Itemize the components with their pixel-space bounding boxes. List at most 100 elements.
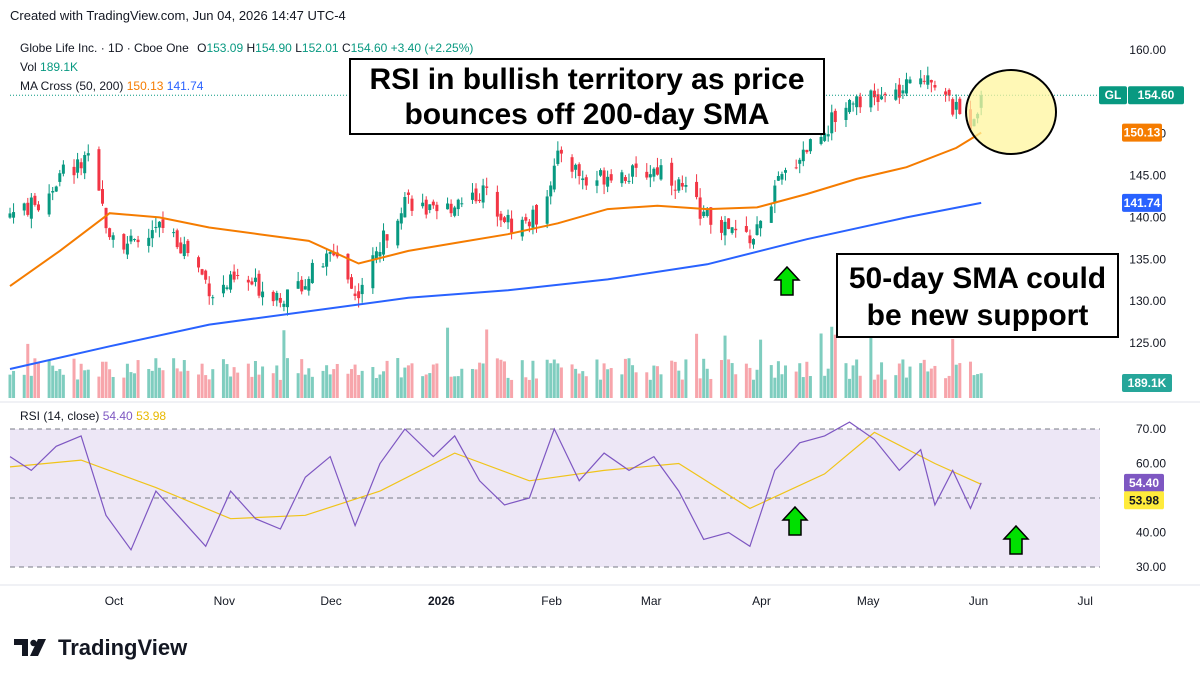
- ma50-badge-bg: [1122, 123, 1162, 142]
- rsi-legend-label[interactable]: RSI (14, close): [20, 409, 100, 423]
- volume-bar: [399, 377, 403, 398]
- legend-open-label: O: [197, 41, 207, 55]
- legend-open-value: 153.09: [206, 41, 244, 55]
- candle-body: [310, 262, 314, 284]
- volume-bar: [150, 370, 154, 398]
- volume-bar: [136, 360, 140, 398]
- volume-bar: [86, 369, 90, 398]
- volume-bar: [670, 360, 674, 398]
- candle-body: [396, 220, 400, 246]
- candle-body: [481, 185, 485, 203]
- volume-bar: [510, 379, 514, 398]
- volume-bar: [211, 369, 215, 398]
- legend-ma-label[interactable]: MA Cross (50, 200): [20, 79, 124, 93]
- price-axis-tick-label: 125.00: [1129, 336, 1166, 350]
- candle-body: [919, 78, 923, 85]
- volume-bar: [72, 358, 76, 398]
- tradingview-logo-icon: [14, 639, 46, 656]
- volume-bar: [659, 374, 663, 398]
- volume-bar: [282, 330, 286, 398]
- candle-body: [307, 278, 311, 291]
- volume-bar: [534, 378, 538, 398]
- candle-body: [869, 90, 873, 108]
- volume-bar: [976, 374, 980, 398]
- ma-line-layer: [9, 94, 1100, 370]
- candle-body: [527, 221, 531, 227]
- legend-low-label: L: [295, 41, 302, 55]
- candle-body: [872, 90, 876, 98]
- candle-body: [200, 269, 204, 275]
- volume-bar: [133, 373, 137, 398]
- volume-badge: 189.1K: [1128, 376, 1167, 390]
- time-axis-tick-label: Jul: [1078, 594, 1093, 608]
- candle-body: [79, 162, 83, 169]
- volume-bar: [250, 376, 254, 398]
- candle-body: [631, 165, 635, 177]
- volume-bar: [506, 377, 510, 398]
- volume-bar: [100, 361, 104, 398]
- candle-body: [559, 149, 563, 154]
- volume-bar: [502, 361, 506, 398]
- time-axis-tick-label: Oct: [105, 594, 124, 608]
- volume-bar: [698, 378, 702, 398]
- volume-bar: [61, 374, 65, 398]
- axis-layer: 160.00155.00150.00145.00140.00135.00130.…: [105, 43, 1167, 608]
- candle-body: [285, 289, 289, 308]
- candle-body: [371, 255, 375, 289]
- candle-body: [353, 293, 357, 296]
- volume-bar: [751, 379, 755, 398]
- volume-bar: [869, 327, 873, 398]
- candle-body: [147, 237, 151, 246]
- volume-bar: [182, 360, 186, 398]
- volume-bar: [794, 371, 798, 398]
- legend-change: +3.40 (+2.25%): [390, 41, 474, 55]
- volume-bar: [730, 363, 734, 398]
- candle-body: [680, 183, 684, 187]
- candle-body: [502, 217, 506, 223]
- volume-bar: [307, 368, 311, 398]
- volume-bar: [922, 359, 926, 398]
- volume-bar: [926, 371, 930, 398]
- volume-bar: [954, 364, 958, 398]
- volume-bar: [979, 373, 983, 398]
- volume-bar: [76, 379, 80, 398]
- candle-body: [904, 79, 908, 94]
- candle-body: [36, 204, 40, 211]
- candle-body: [844, 107, 848, 120]
- volume-bar: [157, 367, 161, 398]
- tradingview-brand[interactable]: TradingView: [14, 635, 187, 661]
- volume-bar: [524, 377, 528, 398]
- legend-symbol[interactable]: Globe Life Inc. · 1D · Cboe One: [20, 41, 189, 55]
- candle-body: [435, 204, 439, 212]
- volume-bar: [33, 358, 37, 398]
- volume-bar: [12, 370, 16, 398]
- volume-bar: [47, 360, 51, 398]
- volume-bar: [727, 359, 731, 398]
- candle-body: [769, 206, 773, 223]
- volume-bar: [374, 378, 378, 398]
- candle-body: [485, 186, 489, 188]
- volume-bar: [648, 379, 652, 398]
- candle-body: [784, 170, 788, 173]
- time-axis-tick-label: Jun: [969, 594, 988, 608]
- candle-body: [645, 171, 649, 178]
- candle-body: [695, 181, 699, 198]
- candle-body: [552, 165, 556, 190]
- rsi-axis-tick-label: 40.00: [1136, 526, 1166, 540]
- candle-body: [534, 204, 538, 225]
- volume-bar: [784, 365, 788, 398]
- candle-body: [894, 89, 898, 100]
- legend-volume-label[interactable]: Vol: [20, 60, 37, 74]
- candle-body: [453, 207, 457, 216]
- legend-close-value: 154.60: [350, 41, 388, 55]
- volume-bar: [378, 374, 382, 398]
- candle-body: [798, 159, 802, 164]
- volume-bar: [474, 369, 478, 398]
- volume-bar: [623, 358, 627, 398]
- candle-body: [225, 287, 229, 289]
- volume-bar: [744, 363, 748, 398]
- volume-bar: [261, 366, 265, 398]
- volume-bar: [929, 368, 933, 398]
- volume-bar: [634, 372, 638, 398]
